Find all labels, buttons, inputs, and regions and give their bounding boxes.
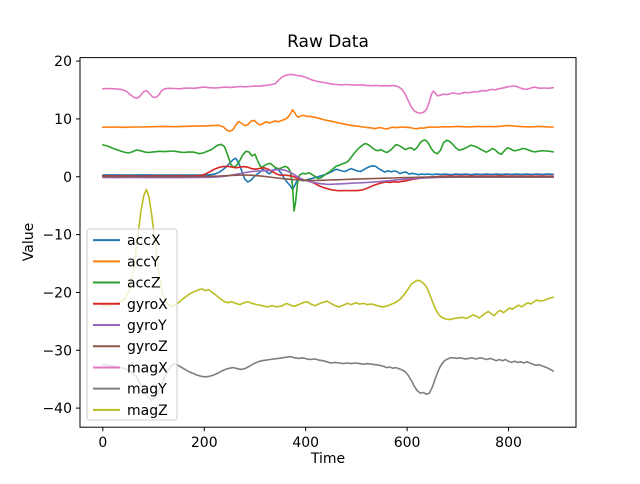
series-line-magY	[102, 355, 555, 401]
legend-label-gyroY: gyroY	[127, 318, 167, 334]
y-axis-label: Value	[21, 223, 37, 261]
legend-label-accZ: accZ	[127, 276, 161, 292]
series-lines	[102, 73, 555, 401]
x-tick-label: 0	[98, 435, 107, 451]
chart-title: Raw Data	[287, 32, 369, 52]
legend: accX accY accZ gyroX gyroY gyroZ magX magY magZ	[86, 228, 178, 421]
series-line-accX	[102, 157, 555, 191]
legend-label-gyroZ: gyroZ	[127, 339, 168, 355]
y-tick-label: −10	[42, 228, 72, 244]
axes-spines	[79, 57, 577, 428]
axis-ticks: 0 200 400 600 800 20 10 0 −10 −20 −30 −40	[42, 54, 521, 451]
legend-label-accX: accX	[127, 233, 161, 249]
legend-label-gyroX: gyroX	[127, 297, 168, 313]
x-tick-label: 400	[292, 435, 319, 451]
legend-label-magX: magX	[127, 360, 168, 376]
x-tick-label: 800	[495, 435, 522, 451]
series-line-accZ	[102, 139, 555, 212]
legend-label-accY: accY	[127, 254, 160, 270]
x-tick-label: 600	[394, 435, 421, 451]
legend-label-magY: magY	[127, 382, 167, 398]
y-tick-label: −40	[42, 401, 72, 417]
y-tick-label: 10	[54, 112, 72, 128]
legend-label-magZ: magZ	[127, 403, 168, 419]
x-axis-label: Time	[310, 451, 345, 467]
legend-box	[86, 228, 178, 421]
series-line-magX	[102, 73, 555, 114]
series-line-gyroX	[102, 165, 555, 192]
y-tick-label: −20	[42, 285, 72, 301]
y-tick-label: 20	[54, 54, 72, 70]
series-line-accY	[102, 108, 555, 133]
y-tick-label: −30	[42, 343, 72, 359]
x-tick-label: 200	[191, 435, 218, 451]
series-line-magZ	[102, 188, 555, 321]
series-line-gyroZ	[102, 174, 555, 182]
y-tick-label: 0	[63, 170, 72, 186]
